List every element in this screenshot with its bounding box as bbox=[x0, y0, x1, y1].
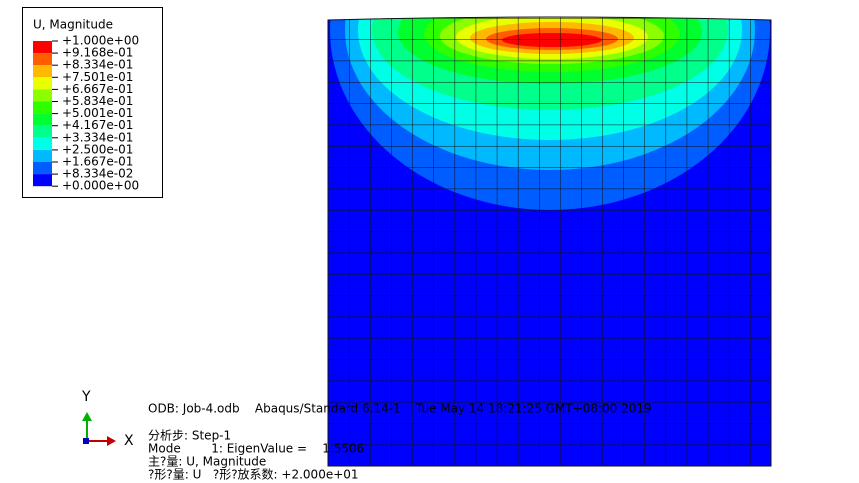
legend-label: +1.000e+00 bbox=[62, 34, 139, 48]
legend-title: U, Magnitude bbox=[33, 18, 113, 32]
contour-plot bbox=[328, 17, 771, 466]
odb-info: ODB: Job-4.odb Abaqus/Standard 6.14-1 Tu… bbox=[148, 402, 652, 416]
legend-swatch bbox=[33, 149, 52, 162]
legend-label: +8.334e-02 bbox=[62, 167, 133, 181]
legend-swatch bbox=[33, 101, 52, 114]
triad-y-label: Y bbox=[81, 389, 91, 405]
legend-label: +7.501e-01 bbox=[62, 70, 133, 84]
legend-label: +6.667e-01 bbox=[62, 82, 133, 96]
deformed-var: ?形?量: U ?形?放系数: +2.000e+01 bbox=[148, 467, 359, 482]
legend-label: +5.001e-01 bbox=[62, 106, 133, 120]
legend-swatch bbox=[33, 53, 52, 66]
legend-label: +8.334e-01 bbox=[62, 58, 133, 72]
mesh-outline bbox=[327, 16, 772, 467]
legend-swatch bbox=[33, 113, 52, 126]
legend-swatch bbox=[33, 41, 52, 54]
legend-label: +2.500e-01 bbox=[62, 142, 133, 156]
step-info: 分析步: Step-1 bbox=[148, 429, 231, 443]
legend-label: +5.834e-01 bbox=[62, 94, 133, 108]
legend-swatch bbox=[33, 77, 52, 90]
legend-swatch bbox=[33, 89, 52, 102]
legend-swatch bbox=[33, 174, 52, 187]
legend-swatch bbox=[33, 137, 52, 150]
legend-swatch bbox=[33, 162, 52, 175]
triad-x-label: X bbox=[124, 433, 134, 449]
legend-label: +4.167e-01 bbox=[62, 118, 133, 132]
legend-label: +0.000e+00 bbox=[62, 179, 139, 193]
triad: Y X bbox=[81, 389, 134, 449]
legend-label: +1.667e-01 bbox=[62, 155, 133, 169]
legend-label: +3.334e-01 bbox=[62, 130, 133, 144]
legend-swatch bbox=[33, 125, 52, 138]
legend-label: +9.168e-01 bbox=[62, 46, 133, 60]
primary-var: 主?量: U, Magnitude bbox=[148, 455, 266, 469]
legend: U, Magnitude +1.000e+00+9.168e-01+8.334e… bbox=[22, 7, 163, 198]
legend-swatch bbox=[33, 65, 52, 78]
mode-info: Mode 1: EigenValue = 1.5506 bbox=[148, 442, 364, 456]
